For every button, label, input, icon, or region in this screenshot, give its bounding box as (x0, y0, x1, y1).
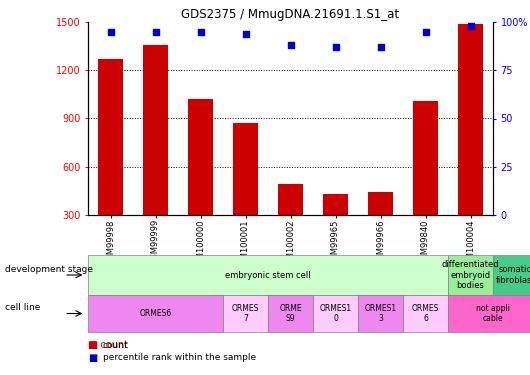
Text: ORMES
6: ORMES 6 (412, 304, 439, 323)
Text: ■: ■ (88, 353, 97, 363)
Point (331, 44, 340, 50)
Text: ORMES1
0: ORMES1 0 (320, 304, 351, 323)
Bar (188, 99, 213, 215)
Text: differentiated
embryoid
bodies: differentiated embryoid bodies (441, 260, 499, 290)
Bar (233, 123, 258, 215)
Point (466, 23, 475, 29)
Text: cell line: cell line (5, 303, 41, 312)
Bar (413, 101, 438, 215)
Text: percentile rank within the sample: percentile rank within the sample (103, 354, 256, 363)
Text: embryonic stem cell: embryonic stem cell (225, 270, 311, 279)
Text: ORME
S9: ORME S9 (279, 304, 302, 323)
Text: ORMES1
3: ORMES1 3 (365, 304, 396, 323)
Bar (323, 194, 348, 215)
Point (421, 28, 430, 34)
Bar (143, 45, 168, 215)
Text: somatic
fibroblast: somatic fibroblast (496, 265, 530, 285)
Title: GDS2375 / MmugDNA.21691.1.S1_at: GDS2375 / MmugDNA.21691.1.S1_at (181, 8, 400, 21)
Bar (458, 24, 483, 215)
Text: ■ count: ■ count (88, 340, 128, 350)
Text: development stage: development stage (5, 265, 93, 274)
Point (376, 44, 385, 50)
Bar (368, 192, 393, 215)
Text: ■: ■ (88, 340, 97, 350)
Bar (278, 184, 303, 215)
Point (106, 28, 114, 34)
Point (286, 42, 295, 48)
Text: ORMES
7: ORMES 7 (232, 304, 259, 323)
Point (151, 28, 160, 34)
Text: ORMES6: ORMES6 (139, 309, 172, 318)
Text: count: count (103, 340, 128, 350)
Point (196, 28, 205, 34)
Point (241, 31, 250, 37)
Bar (98, 59, 123, 215)
Text: not appli
cable: not appli cable (476, 304, 510, 323)
